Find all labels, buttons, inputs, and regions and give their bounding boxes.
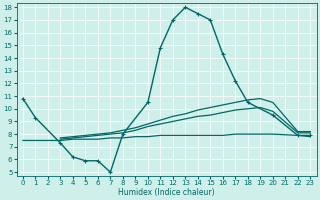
X-axis label: Humidex (Indice chaleur): Humidex (Indice chaleur) — [118, 188, 215, 197]
